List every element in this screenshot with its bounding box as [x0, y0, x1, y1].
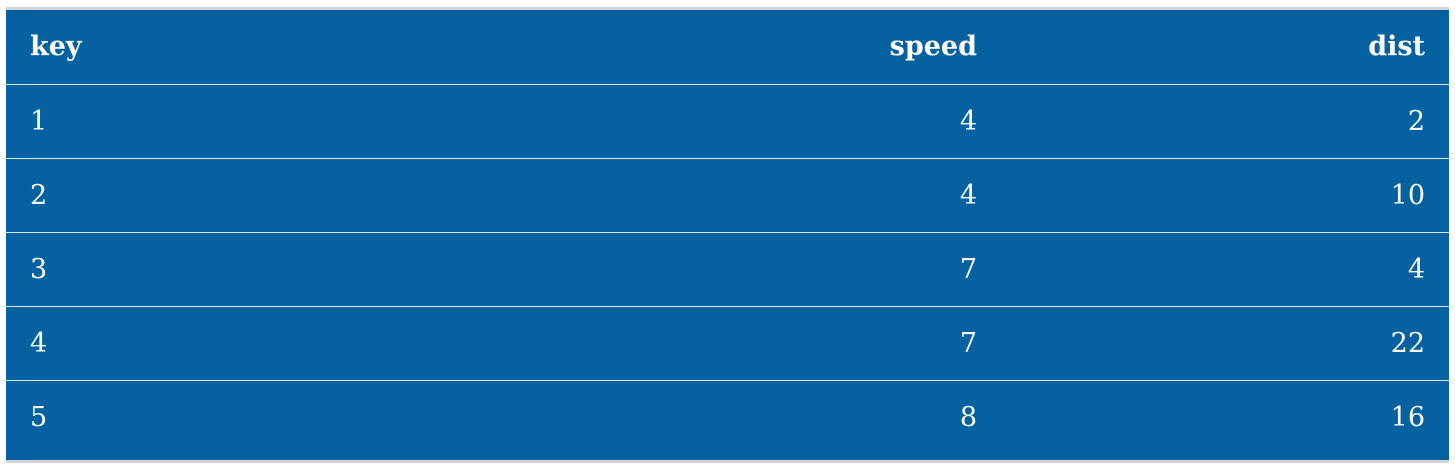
cell-dist: 22	[1001, 305, 1449, 380]
cell-key: 2	[6, 157, 526, 232]
cell-dist: 2	[1407, 105, 1425, 137]
cell-key: 5	[6, 379, 526, 454]
cell-speed: 4	[526, 157, 1001, 232]
table-row: 3 7 4	[6, 231, 1449, 306]
cell-key: 3	[6, 231, 526, 306]
cell-dist: 16	[1001, 379, 1449, 454]
table-body: 1 4 2 2 4 10 3 7 4 4 7 22 5 8 16	[6, 84, 1449, 454]
cell-key: 1	[30, 105, 48, 137]
table-row: 2 4 10	[6, 157, 1449, 232]
table-row: 4 7 22	[6, 305, 1449, 380]
table-row: 5 8 16	[6, 379, 1449, 454]
header-row: key speed dist	[6, 10, 1449, 85]
table-header: key speed dist	[6, 10, 1449, 85]
column-header-key[interactable]: key	[6, 10, 526, 85]
cell-key: 4	[6, 305, 526, 380]
column-header-speed[interactable]: speed	[526, 10, 1001, 85]
data-table: key speed dist 1 4 2 2 4 10 3 7 4 4	[6, 10, 1449, 454]
column-header-dist[interactable]: dist	[1001, 10, 1449, 85]
cell-speed: 4	[959, 105, 977, 137]
cell-speed: 8	[526, 379, 1001, 454]
cell-speed: 7	[526, 231, 1001, 306]
data-table-container: key speed dist 1 4 2 2 4 10 3 7 4 4	[6, 7, 1449, 463]
cell-dist: 4	[1001, 231, 1449, 306]
cell-speed: 7	[526, 305, 1001, 380]
table-row: 1 4 2	[6, 84, 1449, 158]
cell-dist: 10	[1001, 157, 1449, 232]
